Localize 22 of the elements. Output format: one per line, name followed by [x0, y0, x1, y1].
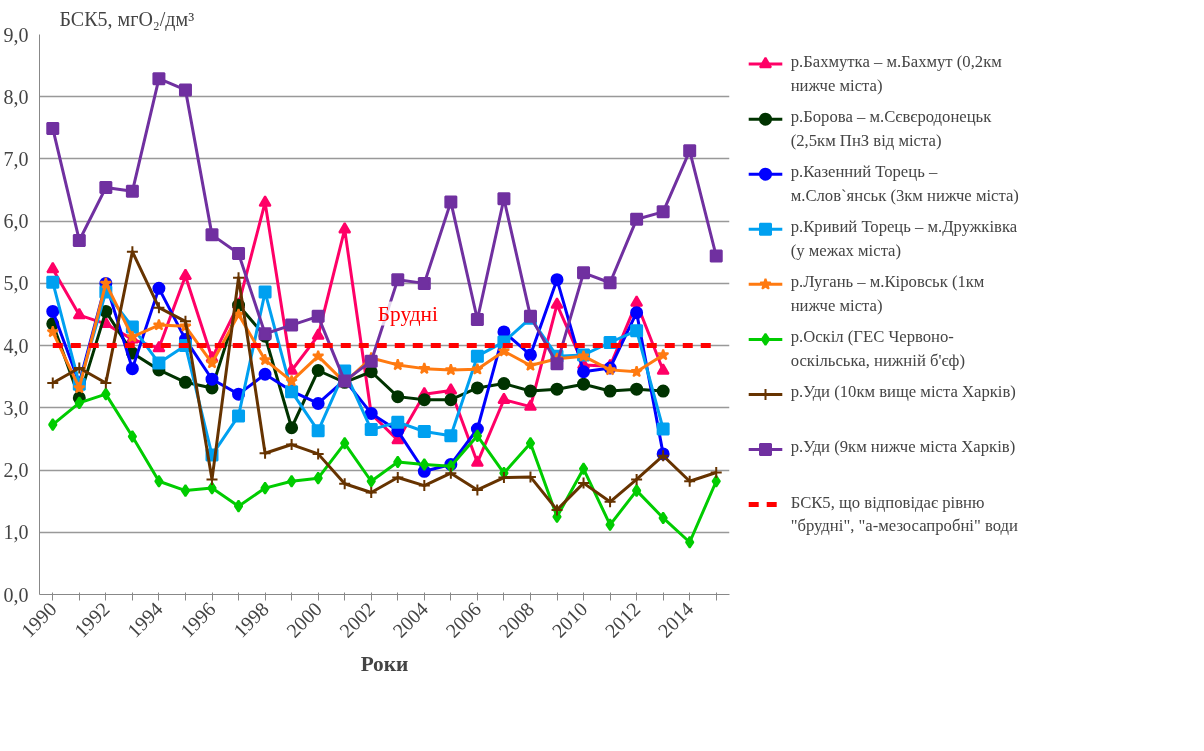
y-tick-label: 1,0 — [3, 521, 29, 544]
y-tick-label: 6,0 — [3, 210, 29, 233]
legend-label: р.Борова – м.Сєвєродонецьк (2,5км ПнЗ від міста) — [790, 107, 993, 150]
y-axis-title: БСК5, мгО₂/дм³ — [59, 7, 195, 31]
legend-label: р.Лугань – м.Кіровськ (1км нижче міста) — [790, 272, 985, 316]
legend-label: р.Уди (9км нижче міста Харків) — [790, 437, 1016, 457]
y-tick-label: 9,0 — [3, 23, 29, 46]
legend-label: р.Кривий Торець – м.Дружківка (у межах міста) — [790, 217, 1018, 261]
legend-label: р.Казенний Торець – м.Слов`янськ (3км нижче міста) — [790, 162, 1019, 205]
annotation: Брудні — [377, 301, 438, 326]
y-tick-label: 4,0 — [3, 334, 29, 357]
legend-label: р.Бахмутка – м.Бахмут (0,2км нижче міста) — [790, 52, 1003, 95]
y-tick-label: 8,0 — [3, 85, 29, 108]
x-axis-title: Роки — [360, 651, 409, 676]
y-tick-label: 2,0 — [3, 459, 29, 482]
y-tick-label: 3,0 — [3, 396, 29, 419]
y-tick-label: 7,0 — [3, 147, 29, 170]
legend-label: БСК5, що відповідає рівню "брудні", "а-мезосапробні" води — [790, 492, 1018, 536]
y-tick-label: 5,0 — [3, 272, 29, 295]
legend-label: р.Уди (10км вище міста Харків) — [790, 382, 1016, 402]
legend-label: р.Оскіл (ГЕС Червоно-оскільська, нижній б'єф) — [790, 327, 965, 371]
x-tick-label: 1998 — [229, 597, 273, 642]
